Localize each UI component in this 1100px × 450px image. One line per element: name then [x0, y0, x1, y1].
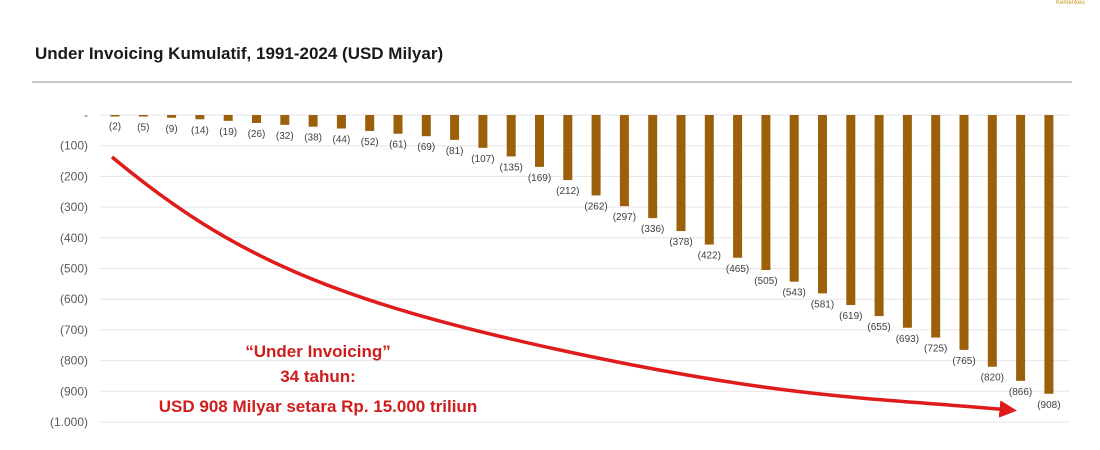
bar: [931, 115, 941, 338]
bar: [1044, 115, 1054, 394]
y-tick-label: (600): [60, 292, 88, 306]
data-label: (107): [471, 154, 494, 165]
bar: [959, 115, 969, 350]
bar: [506, 115, 516, 157]
data-label: (44): [333, 135, 351, 146]
trend-arrow: [110, 155, 1017, 418]
bar: [902, 115, 912, 328]
annotation-line: “Under Invoicing”: [245, 342, 390, 361]
bar: [195, 115, 205, 120]
bar: [846, 115, 856, 306]
bar: [704, 115, 714, 245]
bar: [987, 115, 997, 367]
data-label: (465): [726, 264, 749, 275]
data-label: (908): [1037, 400, 1060, 411]
data-label: (9): [165, 124, 177, 135]
bar: [761, 115, 771, 271]
data-label: (505): [754, 276, 777, 287]
data-label: (69): [417, 142, 435, 153]
bar: [563, 115, 573, 181]
data-label: (866): [1009, 387, 1032, 398]
data-label: (725): [924, 344, 947, 355]
y-tick-label: (300): [60, 200, 88, 214]
y-tick-label: -: [84, 108, 88, 122]
data-label: (212): [556, 186, 579, 197]
data-label: (61): [389, 140, 407, 151]
y-tick-label: (500): [60, 262, 88, 276]
trend-arrow-layer: [110, 155, 1017, 418]
annotation-line: USD 908 Milyar setara Rp. 15.000 triliun: [159, 397, 477, 416]
bar: [110, 115, 120, 117]
y-axis: - (100) (200) (300) (400) (500) (600) (700) (800…: [50, 108, 88, 429]
bar: [450, 115, 460, 140]
bar: [1016, 115, 1026, 381]
y-tick-label: (100): [60, 139, 88, 153]
kemenkeu-logo: Kemenkeu: [1056, 0, 1085, 6]
bar: [478, 115, 488, 148]
annotation: “Under Invoicing” 34 tahun: USD 908 Milyar…: [159, 342, 477, 416]
data-label: (32): [276, 131, 294, 142]
y-tick-label: (900): [60, 384, 88, 398]
data-label: (543): [783, 288, 806, 299]
data-label: (581): [811, 299, 834, 310]
data-label: (336): [641, 224, 664, 235]
y-tick-label: (200): [60, 169, 88, 183]
y-tick-label: (400): [60, 231, 88, 245]
data-label: (422): [698, 251, 721, 262]
data-label: (19): [219, 127, 237, 138]
bar: [138, 115, 148, 117]
bar: [619, 115, 629, 207]
data-label: (81): [446, 146, 464, 157]
y-tick-label: (800): [60, 354, 88, 368]
chart-title: Under Invoicing Kumulatif, 1991-2024 (US…: [35, 44, 444, 63]
data-label: (765): [952, 356, 975, 367]
bar: [874, 115, 884, 317]
y-tick-label: (700): [60, 323, 88, 337]
data-labels-layer: (2) (5) (9) (14) (19) (26) (32) (38) (44) (52) (61…: [109, 122, 1061, 411]
data-label: (262): [584, 201, 607, 212]
bar: [648, 115, 658, 219]
bar: [223, 115, 233, 121]
bar: [308, 115, 318, 127]
bar: [393, 115, 403, 134]
data-label: (38): [304, 133, 322, 144]
bar: [252, 115, 261, 123]
bars-layer: [110, 115, 1054, 394]
data-label: (693): [896, 334, 919, 345]
data-label: (2): [109, 122, 121, 133]
title-divider: [32, 81, 1072, 83]
bar: [365, 115, 375, 131]
data-label: (14): [191, 125, 209, 136]
bar: [789, 115, 799, 282]
bar: [591, 115, 601, 196]
annotation-line: 34 tahun:: [280, 367, 356, 386]
data-label: (297): [613, 212, 636, 223]
bar: [818, 115, 827, 294]
bar: [535, 115, 544, 167]
bar: [167, 115, 177, 118]
data-label: (169): [528, 173, 551, 184]
data-label: (655): [867, 322, 890, 333]
bar: [676, 115, 686, 232]
bar: [421, 115, 431, 137]
data-label: (26): [248, 129, 266, 140]
data-label: (820): [981, 373, 1004, 384]
data-label: (5): [137, 123, 149, 134]
bar: [280, 115, 290, 125]
data-label: (619): [839, 311, 862, 322]
bar: [336, 115, 346, 129]
data-label: (52): [361, 137, 379, 148]
y-tick-label: (1.000): [50, 415, 88, 429]
grid-layer: [100, 114, 1070, 423]
data-label: (135): [500, 162, 523, 173]
bar: [733, 115, 743, 258]
data-label: (378): [669, 237, 692, 248]
